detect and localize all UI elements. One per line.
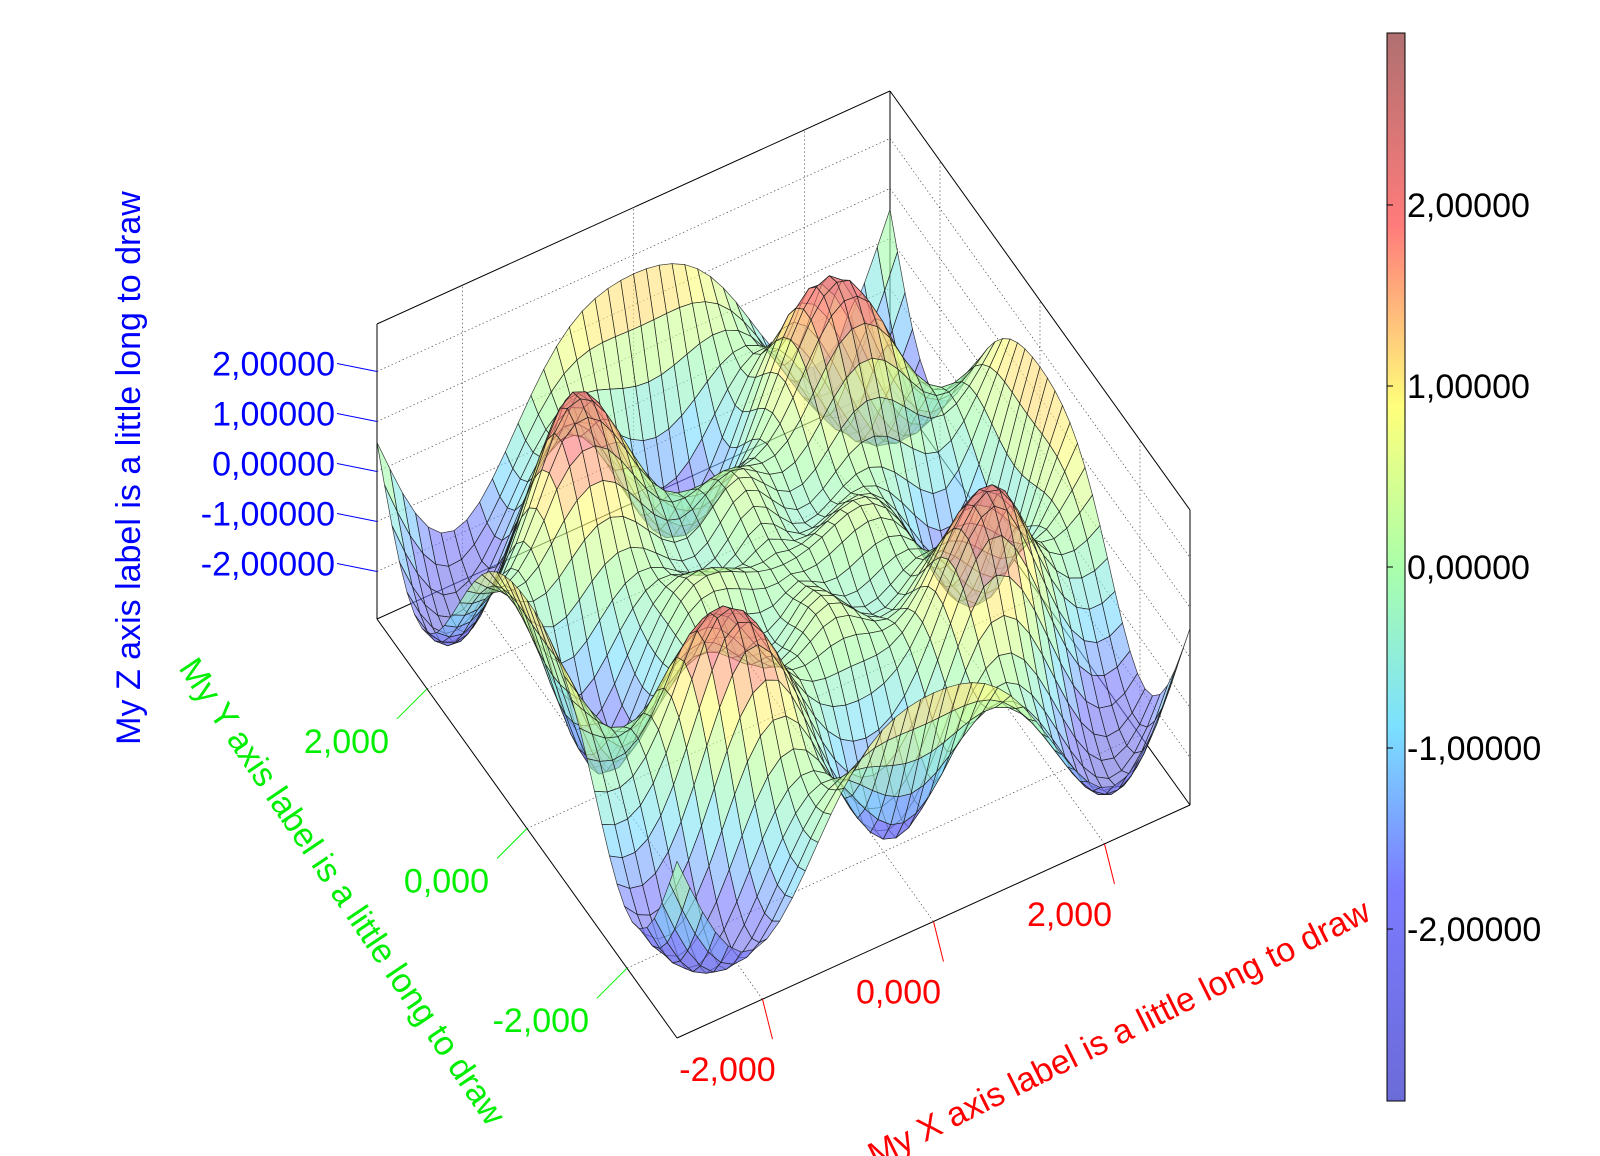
y-tick <box>396 688 428 720</box>
z-tick <box>336 513 378 522</box>
grid-line <box>889 288 1191 708</box>
colorbar-tick-label: 0,00000 <box>1407 549 1530 587</box>
colorbar-tick-label: -1,00000 <box>1407 730 1541 768</box>
surface-patch <box>669 860 691 911</box>
z-tick-label: -2,00000 <box>201 546 335 584</box>
x-tick <box>1104 843 1115 884</box>
y-tick-label: 0,000 <box>404 863 489 901</box>
grid-line <box>889 138 1191 558</box>
y-tick-label: -2,000 <box>493 1002 589 1040</box>
box-edge <box>376 90 891 325</box>
x-tick-label: 0,000 <box>856 974 941 1012</box>
box-edge <box>889 90 1191 511</box>
z-tick-label: 1,00000 <box>212 396 335 434</box>
colorbar-tick-label: 1,00000 <box>1407 368 1530 406</box>
z-axis: 2,00000 1,00000 0,00000 -1,00000 -2,00000 <box>201 346 378 584</box>
z-tick <box>336 363 378 372</box>
grid-line <box>889 188 1191 608</box>
y-tick <box>596 967 628 999</box>
z-tick <box>336 463 378 472</box>
z-tick-label: 2,00000 <box>212 346 335 384</box>
z-tick <box>336 413 378 422</box>
grid-line <box>462 579 763 1000</box>
x-axis-title: My X axis label is a little long to draw <box>862 892 1377 1156</box>
y-tick <box>496 828 528 859</box>
y-tick-label: 2,000 <box>304 723 389 761</box>
colorbar-ticks: 2,00000 1,00000 0,00000 -1,00000 -2,00000 <box>1387 187 1541 949</box>
z-tick <box>336 563 378 572</box>
z-tick-label: 0,00000 <box>212 446 335 484</box>
x-axis: -2,000 0,000 2,000 <box>679 843 1115 1089</box>
z-tick-label: -1,00000 <box>201 496 335 534</box>
grid-line <box>889 238 1191 658</box>
x-tick <box>933 921 944 962</box>
x-tick <box>762 999 773 1040</box>
surface-mesh <box>376 209 1191 974</box>
colorbar-tick-label: -2,00000 <box>1407 911 1541 949</box>
z-axis-title: My Z axis label is a little long to draw <box>110 191 148 745</box>
y-axis: -2,000 0,000 2,000 <box>304 688 628 1040</box>
colorbar-tick-label: 2,00000 <box>1407 187 1530 225</box>
x-tick-label: -2,000 <box>679 1051 775 1089</box>
x-tick-label: 2,000 <box>1027 896 1112 934</box>
